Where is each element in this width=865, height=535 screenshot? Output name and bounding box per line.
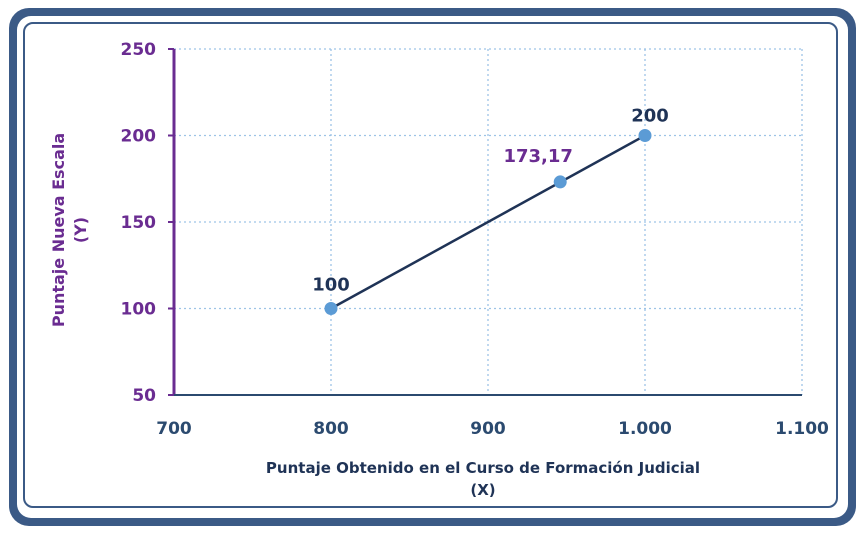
x-tick-label: 800	[313, 419, 349, 439]
chart-frame	[9, 8, 856, 526]
data-labels: 100 173,17 200	[312, 106, 669, 296]
chart-frame-inner	[17, 16, 848, 518]
x-tick-label: 900	[470, 419, 506, 439]
data-series	[324, 129, 652, 315]
x-tick-label: 1.100	[775, 419, 829, 439]
x-tick-label: 1.000	[618, 419, 672, 439]
y-axis-title-variable: (Y)	[71, 217, 90, 243]
chart-frame-border	[23, 22, 838, 508]
tick-labels: 50 100 150 200 250 700 800 900 1.000 1.100	[121, 40, 830, 439]
data-point	[553, 175, 567, 189]
x-axis-title: Puntaje Obtenido en el Curso de Formació…	[266, 459, 700, 477]
trend-line	[330, 134, 646, 310]
data-label: 100	[312, 275, 350, 296]
y-tick-label: 100	[121, 300, 157, 320]
y-tick-label: 150	[121, 213, 157, 233]
x-tick-label: 700	[156, 419, 192, 439]
axes	[168, 48, 802, 396]
y-tick-label: 250	[121, 40, 157, 60]
data-label: 173,17	[503, 146, 572, 167]
x-axis-title-variable: (X)	[470, 481, 495, 499]
data-label: 200	[631, 106, 669, 127]
y-tick-label: 50	[132, 386, 156, 406]
y-tick-label: 200	[121, 127, 157, 147]
data-point	[638, 129, 652, 142]
data-point	[324, 302, 338, 315]
y-axis-title: Puntaje Nueva Escala	[49, 133, 68, 327]
